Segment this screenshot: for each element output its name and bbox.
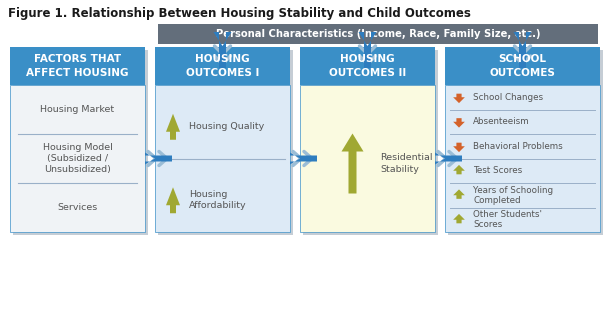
Bar	[158, 24, 598, 44]
Text: FACTORS THAT
AFFECT HOUSING: FACTORS THAT AFFECT HOUSING	[26, 54, 129, 77]
Text: Figure 1. Relationship Between Housing Stability and Child Outcomes: Figure 1. Relationship Between Housing S…	[8, 7, 471, 20]
Polygon shape	[166, 187, 180, 213]
Polygon shape	[342, 133, 364, 194]
Text: SCHOOL
OUTCOMES: SCHOOL OUTCOMES	[490, 54, 556, 77]
Text: Personal Characteristics (Income, Race, Family Size, etc.): Personal Characteristics (Income, Race, …	[216, 29, 540, 39]
Text: Test Scores: Test Scores	[473, 166, 522, 175]
Bar	[445, 47, 600, 85]
Bar	[10, 47, 145, 85]
Text: Residential
Stability: Residential Stability	[381, 153, 433, 174]
Text: Housing
Affordability: Housing Affordability	[189, 190, 246, 210]
Text: Housing Model
(Subsidized /
Unsubsidized): Housing Model (Subsidized / Unsubsidized…	[43, 143, 112, 174]
Polygon shape	[453, 214, 465, 223]
Text: Absenteeism: Absenteeism	[473, 117, 529, 126]
Bar	[303, 50, 438, 235]
Bar	[300, 47, 435, 85]
Bar	[13, 50, 148, 235]
Polygon shape	[453, 94, 465, 103]
Bar	[155, 85, 290, 232]
Polygon shape	[359, 32, 376, 68]
Bar	[300, 85, 435, 232]
Bar	[448, 50, 603, 235]
Polygon shape	[145, 152, 172, 164]
Text: Housing Quality: Housing Quality	[189, 122, 264, 131]
Polygon shape	[290, 152, 317, 164]
Polygon shape	[453, 165, 465, 174]
Polygon shape	[166, 114, 180, 140]
Text: Behavioral Problems: Behavioral Problems	[473, 142, 563, 151]
Text: School Changes: School Changes	[473, 93, 543, 102]
Polygon shape	[453, 143, 465, 152]
Bar	[445, 85, 600, 232]
Text: Services: Services	[57, 203, 98, 212]
Text: Years of Schooling
Completed: Years of Schooling Completed	[473, 185, 553, 205]
Polygon shape	[453, 118, 465, 128]
Polygon shape	[435, 152, 462, 164]
Text: HOUSING
OUTCOMES I: HOUSING OUTCOMES I	[186, 54, 259, 77]
Text: Other Students'
Scores: Other Students' Scores	[473, 210, 542, 230]
Bar	[155, 47, 290, 85]
Bar	[158, 50, 293, 235]
Polygon shape	[453, 189, 465, 199]
Polygon shape	[214, 32, 232, 68]
Bar	[10, 85, 145, 232]
Text: Housing Market: Housing Market	[40, 105, 115, 114]
Text: HOUSING
OUTCOMES II: HOUSING OUTCOMES II	[329, 54, 406, 77]
Polygon shape	[514, 32, 531, 68]
